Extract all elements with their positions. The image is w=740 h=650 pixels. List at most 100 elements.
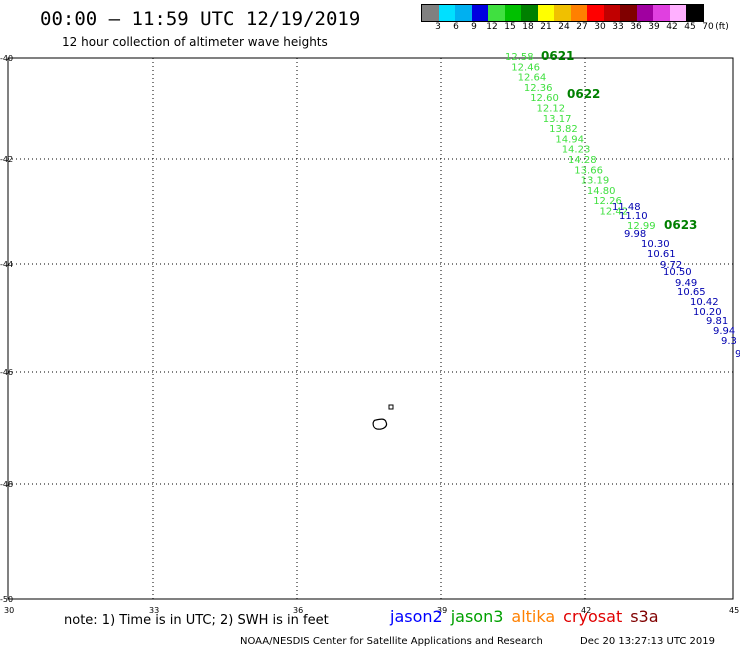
legend-jason3: jason3 — [450, 607, 504, 626]
jason3-swh-value: 12.36 — [524, 83, 553, 94]
scale-swatch — [438, 5, 455, 21]
jason3-swh-value: 14.94 — [555, 134, 584, 145]
longitude-label: 45 — [729, 606, 739, 615]
jason2-swh-value: 9 — [735, 349, 740, 360]
jason3-swh-value: 13.19 — [581, 176, 610, 187]
scale-label: (ft) — [715, 22, 729, 32]
jason3-swh-value: 12.58 — [505, 52, 534, 63]
legend-altika: altika — [511, 607, 556, 626]
scale-label: 6 — [453, 22, 459, 32]
map-subtitle: 12 hour collection of altimeter wave hei… — [62, 35, 328, 49]
legend-cryosat: cryosat — [563, 607, 623, 626]
jason2-swh-value: 9.72 — [660, 260, 682, 271]
jason2-swh-value: 9.81 — [706, 316, 728, 327]
scale-label: 27 — [576, 22, 588, 32]
jason3-swh-value: 14.28 — [568, 155, 597, 166]
jason3-swh-value: 14.80 — [587, 186, 616, 197]
map-title: 00:00 – 11:59 UTC 12/19/2019 — [40, 8, 361, 30]
satellite-legend: jason2 jason3 altika cryosat s3a — [390, 607, 667, 626]
jason2-swh-value: 10.65 — [677, 287, 706, 298]
scale-swatch — [686, 5, 703, 21]
jason3-swh-value: 13.66 — [574, 165, 603, 176]
latitude-label: -44 — [0, 260, 13, 269]
longitude-label: 39 — [437, 606, 447, 615]
scale-label: 36 — [630, 22, 642, 32]
map-frame — [7, 57, 734, 600]
scale-swatch — [537, 5, 554, 21]
jason3-swh-value: 12.99 — [627, 221, 656, 232]
scale-label: 39 — [648, 22, 660, 32]
jason2-swh-value: 10.50 — [663, 267, 692, 278]
jason3-swh-value: 12.42 — [600, 207, 629, 218]
jason2-swh-value: 10.61 — [647, 249, 676, 260]
scale-swatch — [422, 5, 439, 21]
jason2-swh-value: 11.10 — [619, 211, 648, 222]
scale-swatch — [504, 5, 521, 21]
latitude-label: -50 — [0, 595, 13, 604]
legend-jason2: jason2 — [390, 607, 443, 626]
wave-height-color-scale — [421, 4, 704, 22]
scale-label: 12 — [486, 22, 498, 32]
scale-swatch — [471, 5, 488, 21]
scale-label: 15 — [504, 22, 516, 32]
grid-lines — [7, 57, 734, 600]
jason3-swh-value: 12.26 — [593, 196, 622, 207]
pass-time-label: 0623 — [664, 218, 697, 232]
scale-label: 9 — [471, 22, 477, 32]
axis-tick-labels: -40 -42 -44 -46 -48 -50 30 33 36 39 42 45 — [0, 54, 739, 615]
scale-swatch — [636, 5, 653, 21]
units-note: note: 1) Time is in UTC; 2) SWH is in fe… — [64, 613, 329, 628]
longitude-label: 33 — [149, 606, 159, 615]
pass-time-label: 0622 — [567, 87, 600, 101]
altimeter-observations: 12.5812.4612.6412.3612.6012.1213.1713.82… — [505, 52, 740, 360]
latitude-label: -48 — [0, 480, 13, 489]
latitude-label: -42 — [0, 155, 13, 164]
scale-swatch — [620, 5, 637, 21]
legend-s3a: s3a — [630, 607, 659, 626]
island-large — [372, 418, 388, 430]
jason3-swh-value: 13.82 — [549, 124, 578, 135]
scale-label: 3 — [435, 22, 441, 32]
scale-label: 30 — [594, 22, 606, 32]
scale-swatch — [488, 5, 505, 21]
latitude-label: -46 — [0, 368, 13, 377]
jason2-swh-value: 9.94 — [713, 326, 735, 337]
scale-label: 24 — [558, 22, 570, 32]
latitude-label: -40 — [0, 54, 13, 63]
generated-timestamp: Dec 20 13:27:13 UTC 2019 — [580, 636, 715, 647]
credit-line: NOAA/NESDIS Center for Satellite Applica… — [240, 636, 543, 647]
jason2-swh-value: 11.48 — [612, 202, 641, 213]
scale-swatch — [587, 5, 604, 21]
scale-swatch — [603, 5, 620, 21]
jason3-swh-value: 13.17 — [543, 114, 572, 125]
scale-swatch — [455, 5, 472, 21]
jason3-swh-value: 12.64 — [518, 73, 547, 84]
jason2-swh-value: 10.20 — [693, 307, 722, 318]
scale-label: 21 — [540, 22, 552, 32]
longitude-label: 42 — [581, 606, 591, 615]
island-outline — [372, 404, 394, 430]
pass-time-label: 0621 — [541, 49, 574, 63]
pass-time-labels: 0621 0622 0623 — [541, 49, 697, 232]
jason2-swh-value: 9.3 — [721, 336, 737, 347]
scale-label: 33 — [612, 22, 624, 32]
island-small — [388, 404, 394, 410]
jason3-swh-value: 12.46 — [511, 62, 540, 73]
scale-label: 18 — [522, 22, 534, 32]
jason3-swh-value: 12.60 — [530, 93, 559, 104]
jason3-swh-value: 12.12 — [537, 104, 566, 115]
scale-swatch — [669, 5, 686, 21]
scale-swatch — [653, 5, 670, 21]
longitude-label: 30 — [4, 606, 14, 615]
scale-swatch — [554, 5, 571, 21]
jason3-swh-value: 14.23 — [562, 145, 591, 156]
scale-swatch — [570, 5, 587, 21]
scale-label: 42 — [666, 22, 678, 32]
jason2-swh-value: 10.30 — [641, 239, 670, 250]
jason2-swh-value: 10.42 — [690, 297, 719, 308]
scale-label: 45 — [684, 22, 696, 32]
jason2-swh-value: 9.49 — [675, 278, 697, 289]
scale-swatch — [521, 5, 538, 21]
longitude-label: 36 — [293, 606, 303, 615]
